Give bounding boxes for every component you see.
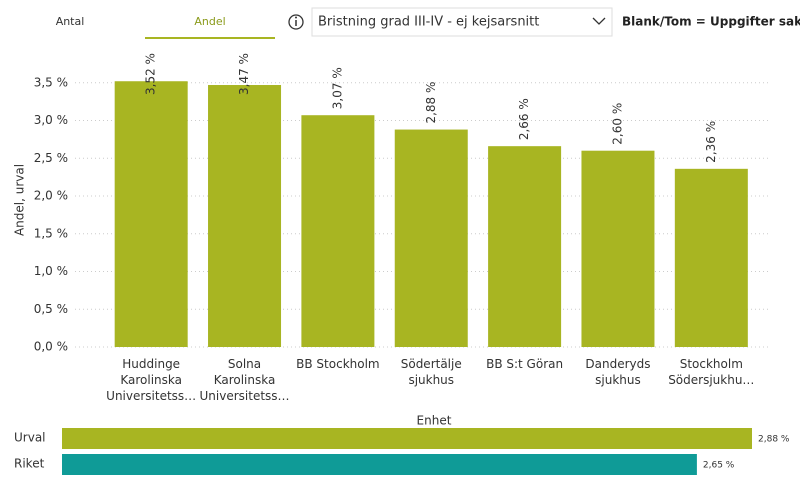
value-label: 2,65 % xyxy=(703,461,735,471)
value-label: 2,60 % xyxy=(610,103,624,145)
bar xyxy=(394,129,468,347)
bar xyxy=(208,85,282,347)
category-label: Riket xyxy=(14,457,45,471)
tab[interactable]: Antal xyxy=(56,15,85,28)
info-icon-dot xyxy=(295,16,297,19)
value-label: 2,36 % xyxy=(704,121,718,163)
y-tick-label: 0,5 % xyxy=(34,302,68,316)
y-tick-label: 1,0 % xyxy=(34,264,68,278)
value-label: 3,07 % xyxy=(330,67,344,109)
y-tick-label: 2,5 % xyxy=(34,151,68,165)
chevron xyxy=(592,17,606,25)
value-label: 2,88 % xyxy=(424,82,438,124)
x-tick-label: Stockholm Södersjukhu… xyxy=(668,357,755,387)
bar xyxy=(62,454,697,475)
y-tick-label: 2,0 % xyxy=(34,189,68,203)
x-tick-label: Solna Karolinska Universitetss… xyxy=(199,357,290,403)
y-tick-label: 3,0 % xyxy=(34,113,68,127)
value-label: 2,88 % xyxy=(758,435,790,445)
x-tick-label: Huddinge Karolinska Universitetss… xyxy=(106,357,197,403)
bar xyxy=(488,146,562,347)
x-axis-title: Enhet xyxy=(417,414,452,428)
value-label: 3,47 % xyxy=(237,53,251,95)
bar xyxy=(301,115,375,347)
dropdown[interactable] xyxy=(311,7,613,37)
note: Blank/Tom = Uppgifter saknas xyxy=(622,15,800,29)
bar xyxy=(114,81,188,348)
y-axis-title: Andel, urval xyxy=(13,164,27,236)
tab-active[interactable]: Andel xyxy=(194,15,225,28)
x-tick-label: BB S:t Göran xyxy=(486,357,564,371)
x-tick-label: Danderyds sjukhus xyxy=(585,357,651,387)
x-tick-label: Södertälje sjukhus xyxy=(400,357,462,387)
y-tick-label: 1,5 % xyxy=(34,226,68,240)
dropdown-text: Bristning grad III-IV - ej kejsarsnitt xyxy=(318,15,539,30)
info-icon[interactable] xyxy=(288,14,304,30)
category-label: Urval xyxy=(14,431,46,445)
y-tick-label: 3,5 % xyxy=(34,75,68,89)
bar xyxy=(62,428,752,449)
value-label: 3,52 % xyxy=(144,53,158,95)
x-tick-label: BB Stockholm xyxy=(296,357,380,371)
y-tick-label: 0,0 % xyxy=(34,340,68,354)
value-label: 2,66 % xyxy=(517,98,531,140)
bar xyxy=(581,150,655,347)
bar xyxy=(674,168,748,347)
